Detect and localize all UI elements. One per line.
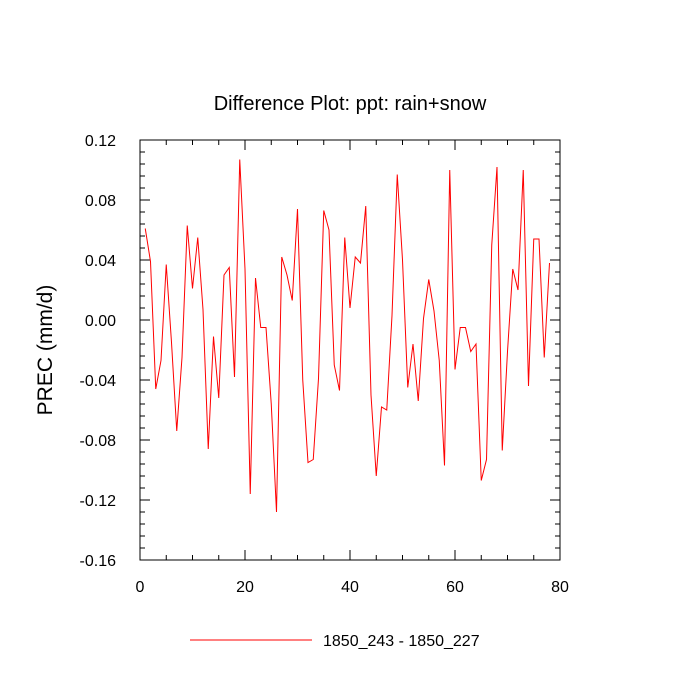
y-tick-label: 0.08 — [85, 193, 116, 210]
y-axis-label: PREC (mm/d) — [34, 285, 57, 416]
y-tick-label: 0.04 — [85, 253, 116, 270]
legend-label: 1850_243 - 1850_227 — [323, 633, 480, 650]
x-tick-label: 20 — [236, 579, 254, 596]
x-tick-label: 40 — [341, 579, 359, 596]
x-tick-label: 80 — [551, 579, 569, 596]
y-tick-label: -0.04 — [80, 373, 117, 390]
plot-frame — [139, 139, 561, 561]
y-tick-label: -0.12 — [80, 493, 117, 510]
x-tick-label: 60 — [446, 579, 464, 596]
y-tick-label: 0.12 — [85, 133, 116, 150]
axis-ticks — [139, 139, 561, 561]
y-tick-label: -0.08 — [80, 433, 117, 450]
y-tick-label: -0.16 — [80, 553, 117, 570]
plot-area — [144, 159, 550, 513]
x-tick-label: 0 — [136, 579, 145, 596]
chart-title: Difference Plot: ppt: rain+snow — [214, 93, 487, 115]
legend: 1850_243 - 1850_227 — [190, 633, 480, 650]
series-line-0 — [144, 159, 550, 513]
axis-tick-labels: 0 20 40 60 80 -0.16 -0.12 -0.08 -0.04 0.00 0.04 0.0… — [80, 133, 569, 596]
y-tick-label: 0.00 — [85, 313, 116, 330]
